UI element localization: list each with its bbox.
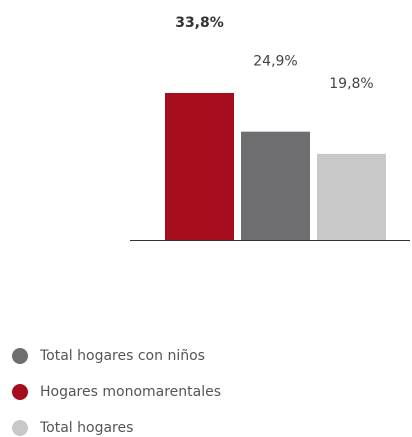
- legend-swatch: [12, 348, 28, 364]
- bar: [241, 131, 310, 240]
- data-label: 19,8%: [329, 76, 373, 92]
- legend-swatch: [12, 384, 28, 400]
- legend-label: Total hogares con niños: [39, 348, 205, 364]
- bar: [165, 92, 234, 240]
- data-label: 33,8%: [175, 15, 224, 31]
- legend-swatch: [12, 420, 28, 436]
- legend-label: Hogares monomarentales: [40, 384, 221, 400]
- legend-label: Total hogares: [39, 420, 133, 436]
- bar: [317, 153, 386, 240]
- data-label: 24,9%: [253, 54, 297, 70]
